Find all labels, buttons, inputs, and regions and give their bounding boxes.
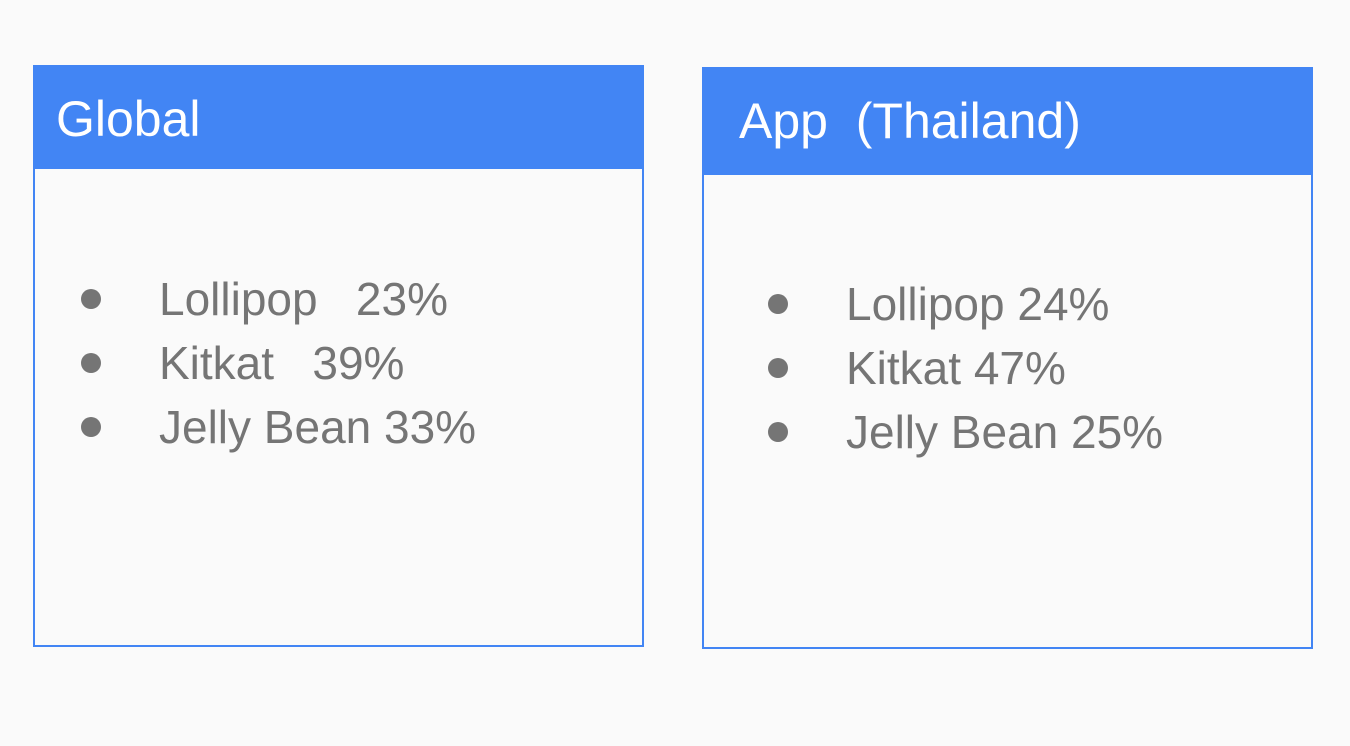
bullet-icon — [81, 353, 101, 373]
list-item: Lollipop 24% — [768, 272, 1163, 336]
app-card-title: App (Thailand) — [704, 69, 1311, 175]
list-item: Jelly Bean 25% — [768, 400, 1163, 464]
list-item-label: Jelly Bean 33% — [159, 401, 477, 453]
bullet-icon — [768, 294, 788, 314]
list-item: Kitkat 47% — [768, 336, 1163, 400]
bullet-icon — [81, 289, 101, 309]
app-card: App (Thailand) Lollipop 24% Kitkat 47% J… — [702, 67, 1313, 649]
bullet-icon — [768, 358, 788, 378]
list-item: Jelly Bean 33% — [81, 395, 476, 459]
global-stat-list: Lollipop 23% Kitkat 39% Jelly Bean 33% — [81, 267, 476, 459]
bullet-icon — [81, 417, 101, 437]
list-item-label: Jelly Bean 25% — [846, 406, 1164, 458]
list-item-label: Kitkat 47% — [846, 342, 1066, 394]
bullet-icon — [768, 422, 788, 442]
global-card-title: Global — [35, 67, 642, 169]
list-item-label: Lollipop 24% — [846, 278, 1110, 330]
app-stat-list: Lollipop 24% Kitkat 47% Jelly Bean 25% — [768, 272, 1163, 464]
global-card: Global Lollipop 23% Kitkat 39% Jelly Bea… — [33, 65, 644, 647]
list-item: Kitkat 39% — [81, 331, 476, 395]
list-item-label: Lollipop 23% — [159, 273, 448, 325]
list-item-label: Kitkat 39% — [159, 337, 405, 389]
list-item: Lollipop 23% — [81, 267, 476, 331]
